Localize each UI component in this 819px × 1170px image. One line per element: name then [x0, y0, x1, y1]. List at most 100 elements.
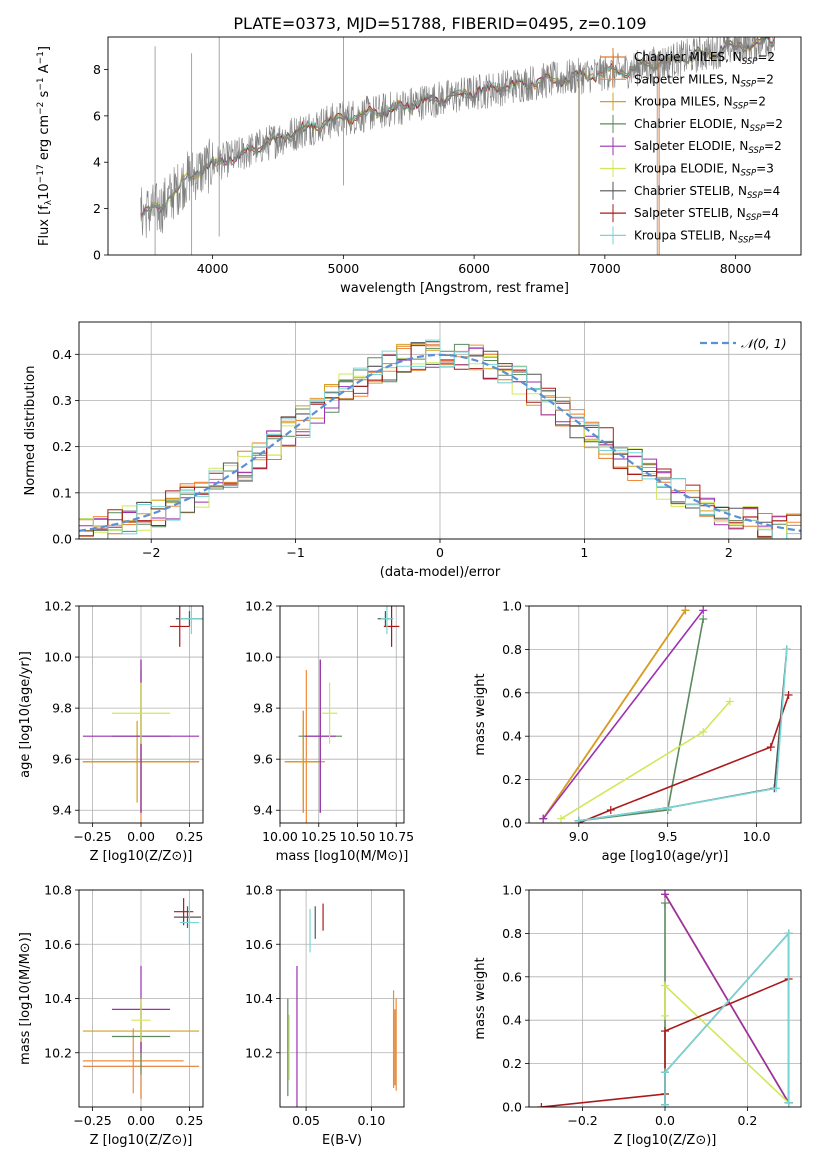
- series-point-salpeter-stelib: [606, 805, 615, 814]
- z-massweight-panel: −0.2 0.0 0.2 0.0 0.2 0.4 0.6 0.8 1.0 Z [log10(Z/Z…: [473, 883, 802, 1148]
- x-tick-label: 0.00: [127, 1113, 155, 1128]
- y-tick-label: 0.2: [52, 439, 72, 454]
- x-tick-label: 4000: [197, 261, 229, 276]
- x-tick-label: 0.00: [127, 829, 155, 844]
- series-point-salpeter-elodie: [539, 814, 548, 823]
- errorbar-kroupa-elodie: [131, 998, 151, 1042]
- x-axis-label: age [log10(age/yr)]: [602, 849, 729, 864]
- y-tick-label: 10.2: [245, 599, 273, 614]
- y-axis-label: age [log10(age/yr)]: [18, 651, 33, 778]
- x-axis-label: mass [log10(M/M⊙)]: [276, 849, 409, 864]
- y-tick-label: 0.4: [502, 729, 522, 744]
- series-point-kroupa-miles: [681, 606, 690, 615]
- errorbar-kroupa-stelib: [380, 606, 394, 635]
- x-tick-label: 8000: [720, 261, 752, 276]
- x-tick-label: −0.25: [73, 1113, 111, 1128]
- y-tick-label: 10.0: [44, 650, 72, 665]
- series-point-kroupa-stelib: [784, 1098, 793, 1107]
- legend-label-kroupa-miles: Kroupa MILES, NSSP=2: [634, 95, 766, 112]
- series-point-kroupa-stelib: [574, 816, 583, 823]
- axes-frame: [279, 889, 405, 1108]
- y-tick-label: 4: [93, 155, 101, 170]
- legend-label-kroupa-stelib: Kroupa STELIB, NSSP=4: [634, 228, 771, 245]
- y-tick-label: 0.0: [52, 532, 72, 547]
- y-tick-label: 0.6: [502, 685, 522, 700]
- y-tick-label: 0.3: [52, 393, 72, 408]
- y-tick-label: 10.6: [44, 937, 72, 952]
- y-tick-label: 0.0: [502, 816, 522, 831]
- series-point-kroupa-stelib: [782, 645, 791, 654]
- y-tick-label: 1.0: [502, 599, 522, 614]
- series-point-kroupa-elodie: [661, 1011, 669, 1020]
- x-tick-label: −2: [142, 545, 160, 560]
- x-tick-label: 9.5: [658, 829, 678, 844]
- plot-area: [140, 37, 776, 255]
- y-tick-label: 8: [93, 62, 101, 77]
- y-axis-label: mass weight: [473, 673, 488, 755]
- y-axis-label: mass [log10(M/M⊙)]: [18, 932, 33, 1065]
- x-tick-label: 0.25: [176, 829, 204, 844]
- legend-label-chabrier-elodie: Chabrier ELODIE, NSSP=2: [634, 117, 783, 134]
- y-tick-label: 10.2: [44, 599, 72, 614]
- errorbar-salpeter-miles: [82, 1028, 184, 1094]
- legend-label-salpeter-elodie: Salpeter ELODIE, NSSP=2: [634, 139, 782, 156]
- y-tick-label: 9.6: [52, 752, 72, 767]
- spectrum-legend: Chabrier MILES, NSSP=2 Salpeter MILES, NS…: [600, 48, 783, 245]
- legend-label-chabrier-miles: Chabrier MILES, NSSP=2: [634, 50, 775, 67]
- series-point-salpeter-stelib: [784, 690, 793, 699]
- y-tick-label: 9.4: [52, 803, 72, 818]
- x-tick-label: −0.2: [567, 1113, 597, 1128]
- x-tick-label: 0.05: [292, 1113, 320, 1128]
- series-point-salpeter-stelib: [661, 1027, 669, 1036]
- y-tick-label: 2: [93, 201, 101, 216]
- x-tick-label: 10.25: [301, 829, 337, 844]
- y-tick-label: 10.4: [245, 991, 273, 1006]
- y-axis-label: Flux [fλ10−17 erg cm−2 s−1 A−1]: [36, 46, 54, 246]
- axes-frame: [78, 605, 204, 824]
- series-point-chabrier-elodie: [661, 899, 669, 908]
- z-age-panel: −0.25 0.00 0.25 9.4 9.6 9.8 10.0 10.2 Z [log10(Z…: [18, 599, 204, 864]
- x-tick-label: 9.0: [569, 829, 589, 844]
- series-line-salpeter-elodie: [542, 609, 704, 820]
- series-line-salpeter-stelib: [578, 694, 790, 823]
- x-axis-label: wavelength [Angstrom, rest frame]: [340, 281, 569, 296]
- plot-area: [79, 339, 801, 539]
- spectrum-panel: 4000 5000 6000 7000 8000 0 2 4 6 8 wavelength [Ang…: [36, 36, 802, 296]
- normal-curve: [79, 353, 801, 532]
- errorbar-kroupa-elodie: [321, 682, 338, 744]
- series-point-kroupa-stelib: [663, 803, 672, 812]
- y-tick-label: 9.8: [253, 701, 273, 716]
- y-tick-label: 1.0: [502, 883, 522, 898]
- y-tick-label: 9.6: [253, 752, 273, 767]
- plot-area: [82, 898, 202, 1099]
- y-tick-label: 9.4: [253, 803, 273, 818]
- x-tick-label: 5000: [327, 261, 359, 276]
- errorbar-chabrier-stelib: [173, 906, 202, 928]
- series-point-kroupa-elodie: [699, 727, 708, 736]
- plot-area: [82, 606, 203, 823]
- x-axis-label: (data-model)/error: [380, 565, 501, 580]
- x-axis-label: Z [log10(Z/Z⊙)]: [90, 849, 193, 864]
- series-point-kroupa-stelib: [784, 929, 793, 938]
- series-line-chabrier-stelib: [578, 649, 788, 822]
- errorbar-salpeter-stelib: [173, 898, 194, 926]
- legend-label-salpeter-miles: Salpeter MILES, NSSP=2: [634, 72, 774, 89]
- series-line-kroupa-miles: [542, 609, 687, 820]
- axes-frame: [78, 321, 802, 540]
- y-tick-label: 9.8: [52, 701, 72, 716]
- x-tick-label: 6000: [458, 261, 490, 276]
- series-point-kroupa-elodie: [661, 981, 669, 990]
- y-axis-label: Normed distribution: [23, 366, 38, 496]
- y-tick-label: 10.6: [245, 937, 273, 952]
- ebv-mass-panel: 0.05 0.10 10.2 10.4 10.6 10.8 E(B-V): [245, 883, 405, 1148]
- series-point-salpeter-elodie: [661, 890, 669, 899]
- legend-label-chabrier-stelib: Chabrier STELIB, NSSP=4: [634, 184, 780, 201]
- y-tick-label: 0.1: [52, 485, 72, 500]
- x-tick-label: 7000: [589, 261, 621, 276]
- x-axis-label: Z [log10(Z/Z⊙)]: [614, 1133, 717, 1148]
- plot-area: [287, 903, 397, 1107]
- series-point-salpeter-stelib: [537, 1103, 546, 1107]
- x-tick-label: 0.2: [737, 1113, 757, 1128]
- axes-frame: [279, 605, 405, 824]
- x-tick-label: −0.25: [73, 829, 111, 844]
